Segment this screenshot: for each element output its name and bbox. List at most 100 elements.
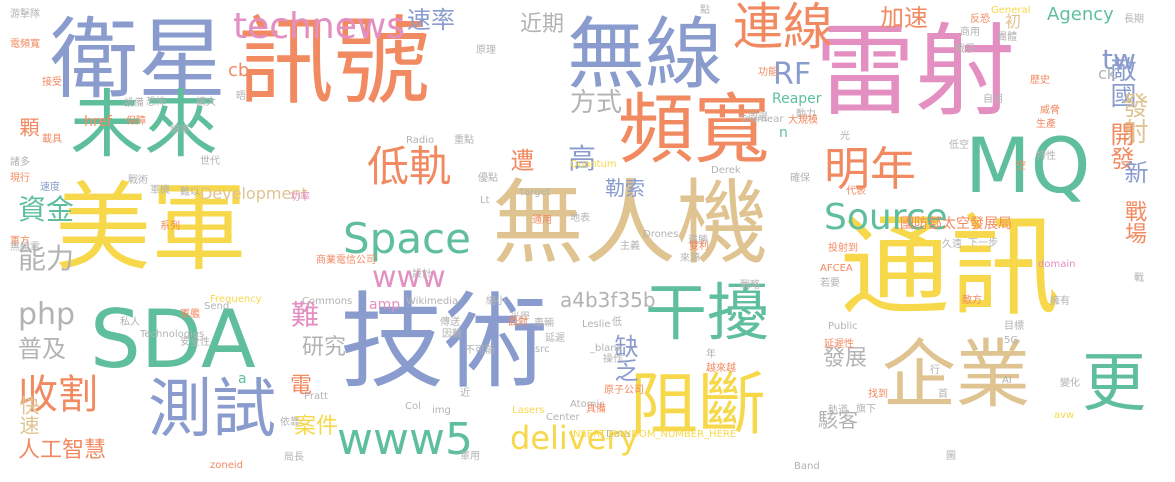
- cloud-word: a: [238, 371, 247, 387]
- cloud-word: 地表: [570, 213, 590, 224]
- cloud-word: n: [779, 125, 788, 141]
- cloud-word: 加速: [880, 4, 928, 32]
- cloud-word: cb: [228, 60, 250, 81]
- cloud-word: Quantum: [570, 159, 617, 170]
- cloud-word: 軍艦: [180, 309, 200, 320]
- cloud-word: SDA: [90, 293, 256, 386]
- cloud-word: 光學: [510, 312, 530, 323]
- cloud-word: 電頻寬: [10, 39, 40, 50]
- cloud-word: 重點: [454, 135, 474, 146]
- cloud-word: 團體: [997, 32, 1017, 43]
- cloud-word: 能力: [18, 242, 75, 275]
- cloud-word: 延遲: [545, 333, 565, 344]
- cloud-word: 變化: [1060, 378, 1080, 389]
- cloud-word: 行: [930, 365, 940, 376]
- cloud-word: 來源: [680, 253, 700, 264]
- cloud-word: Wikimedia: [406, 296, 459, 307]
- cloud-word: ck: [1098, 64, 1117, 83]
- cloud-word: 面對: [508, 317, 528, 328]
- cloud-word: target: [520, 187, 551, 198]
- cloud-word: Radio: [406, 135, 435, 146]
- cloud-word: 發射: [1118, 92, 1148, 144]
- cloud-word: 圖: [946, 451, 956, 462]
- cloud-word: 光: [840, 131, 850, 142]
- cloud-word: 功率: [290, 192, 310, 203]
- cloud-word: www: [372, 260, 446, 295]
- cloud-word: 周邊: [748, 112, 768, 123]
- cloud-word: src: [535, 344, 550, 355]
- cloud-word: 年: [706, 349, 716, 360]
- cloud-word: 世代: [200, 156, 220, 167]
- cloud-word: Frequency: [210, 294, 262, 305]
- cloud-word: 主義: [620, 241, 640, 252]
- cloud-word: 收割: [18, 372, 98, 418]
- cloud-word: 低: [612, 317, 622, 328]
- cloud-word: 訊號: [238, 6, 430, 118]
- cloud-word: 近: [460, 388, 470, 399]
- cloud-word: 頻率: [170, 125, 190, 136]
- cloud-word: 恐怖: [146, 97, 166, 108]
- cloud-word: 延遲性: [824, 339, 854, 350]
- cloud-word: 雷射: [815, 13, 1015, 130]
- cloud-word: 無線電: [10, 242, 40, 253]
- cloud-word: 若要: [820, 278, 840, 289]
- cloud-word: 晤: [236, 91, 246, 102]
- cloud-word: 旗下: [856, 404, 876, 415]
- cloud-word: tw: [1102, 43, 1136, 76]
- cloud-word: 空: [1016, 161, 1026, 172]
- cloud-word: 難: [287, 300, 320, 328]
- cloud-word: 原理: [476, 45, 496, 56]
- cloud-word: 車輛: [534, 318, 554, 329]
- cloud-word: MQ: [965, 121, 1091, 210]
- cloud-word: 優點: [478, 173, 498, 184]
- cloud-word: 遠勝: [688, 235, 708, 246]
- cloud-word: 明年: [824, 142, 916, 196]
- cloud-word: 衛星: [50, 8, 227, 111]
- cloud-word: General: [991, 5, 1031, 16]
- cloud-word: 難以: [180, 187, 200, 198]
- cloud-word: INSERT_RANDOM_NUMBER_HERE: [570, 429, 737, 440]
- cloud-word: 無人機: [492, 170, 769, 277]
- cloud-word: 功能: [758, 67, 778, 78]
- cloud-word: 高: [568, 142, 597, 175]
- cloud-word: 商業電信公司: [316, 255, 376, 266]
- cloud-word: 顆: [16, 117, 40, 137]
- cloud-word: 反恐: [970, 14, 990, 25]
- cloud-word: 戰場: [1121, 200, 1146, 244]
- cloud-word: 擁有: [1050, 296, 1070, 307]
- cloud-word: 系列: [160, 221, 180, 232]
- cloud-word: 操作: [603, 354, 623, 365]
- cloud-word: 確保: [790, 173, 810, 184]
- cloud-word: Send: [204, 301, 230, 312]
- cloud-word: 頻寬: [618, 85, 770, 174]
- cloud-word: 低空: [949, 140, 969, 151]
- cloud-word: 勒索: [605, 176, 645, 200]
- cloud-word: Development: [200, 184, 308, 203]
- cloud-word: 歷史: [1030, 75, 1050, 86]
- cloud-word: 人工智慧: [18, 438, 107, 463]
- cloud-word: Lt: [480, 195, 490, 206]
- cloud-word: 設備: [124, 98, 144, 109]
- cloud-word: 載具: [42, 134, 62, 145]
- cloud-word: 局長: [284, 452, 304, 463]
- cloud-word: 無線: [567, 10, 724, 100]
- cloud-word: 低軌: [367, 142, 452, 191]
- cloud-word: Commons: [302, 296, 353, 307]
- cloud-word: avw: [1054, 410, 1075, 421]
- cloud-word: technews: [233, 6, 406, 47]
- cloud-word: 現行: [10, 173, 30, 184]
- cloud-word: Technologies: [140, 329, 205, 340]
- cloud-word: 因難: [442, 329, 462, 340]
- cloud-word: Center: [546, 412, 580, 423]
- cloud-word: 開發: [1106, 122, 1134, 170]
- cloud-word: 點: [700, 5, 710, 16]
- cloud-word: 案件: [294, 414, 339, 439]
- cloud-word: 通訊: [840, 203, 1060, 331]
- cloud-word: 軍方: [10, 236, 30, 247]
- cloud-word: RF: [773, 57, 812, 92]
- cloud-word: _blank: [590, 343, 623, 354]
- cloud-word: Col: [405, 401, 421, 412]
- cloud-word: 接受: [42, 77, 62, 88]
- cloud-word: 更: [1082, 347, 1146, 421]
